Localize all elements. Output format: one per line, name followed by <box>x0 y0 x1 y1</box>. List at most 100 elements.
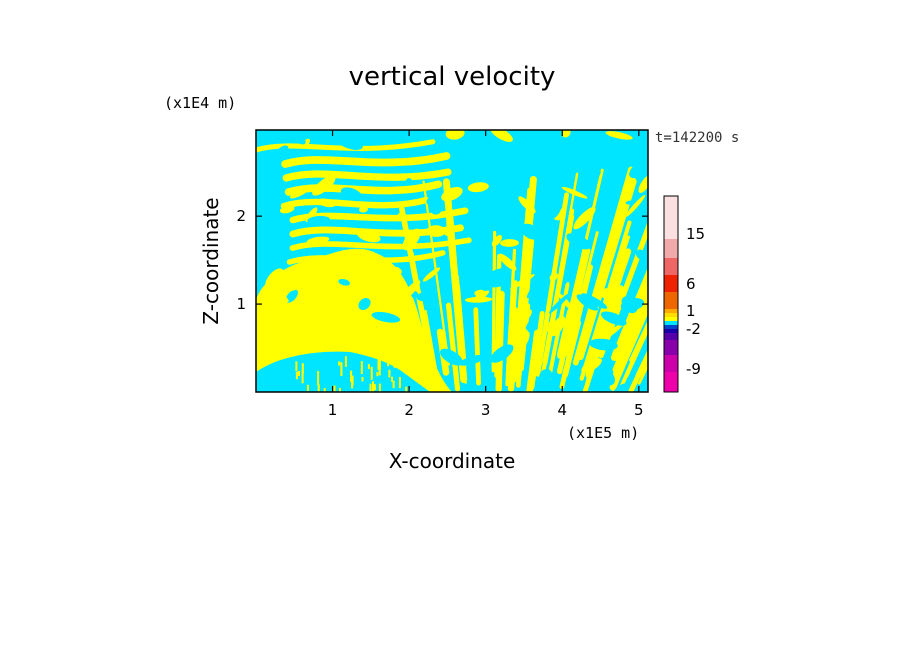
field-blob <box>600 288 613 299</box>
field-blob <box>546 200 562 220</box>
field-blob <box>549 272 559 281</box>
field-blob <box>601 369 615 386</box>
field-speckle <box>392 380 395 389</box>
field-blob <box>265 268 284 290</box>
y-axis: 12 <box>236 207 648 313</box>
field-blob <box>338 278 351 286</box>
field-blob <box>274 261 284 269</box>
field-blob <box>581 293 608 309</box>
field-blob <box>275 145 289 156</box>
colorbar-frame <box>663 195 679 393</box>
field-blob <box>490 344 514 363</box>
field-blob <box>475 293 485 299</box>
field-streak <box>424 310 439 377</box>
field-speckle <box>350 370 353 382</box>
field-blob <box>364 132 388 143</box>
colorbar-swatch <box>664 275 678 292</box>
field-blob <box>317 198 337 208</box>
field-blob <box>422 267 441 282</box>
field-blob <box>467 182 489 193</box>
field-blob <box>426 197 436 207</box>
field-speckle <box>398 377 401 389</box>
field-blob <box>441 186 463 202</box>
x-tick-label: 2 <box>404 401 414 419</box>
field-blob <box>513 132 533 152</box>
field-blob <box>358 297 371 311</box>
field-blob <box>279 205 295 214</box>
field-blob <box>638 174 648 193</box>
field-speckle <box>378 358 381 370</box>
field-speckle <box>372 384 375 392</box>
field-streak <box>495 290 505 392</box>
field-speckle <box>371 388 374 392</box>
field-blob <box>625 194 646 218</box>
field-blob <box>395 211 404 220</box>
field-blob <box>306 236 330 245</box>
field-blob <box>271 320 285 335</box>
colorbar-swatch <box>664 313 678 317</box>
field-blob <box>300 138 311 149</box>
field-streak <box>450 213 467 384</box>
field-streak <box>491 230 497 373</box>
chart-title: vertical velocity <box>349 62 556 92</box>
time-label: t=142200 s <box>655 130 739 146</box>
colorbar-swatch <box>664 239 678 258</box>
field-streak <box>598 220 648 359</box>
field-streak <box>576 177 637 361</box>
field-speckle <box>378 383 381 392</box>
field-speckle <box>393 358 396 368</box>
field-speckle <box>387 355 390 367</box>
field-blob <box>605 131 633 140</box>
field-speckle <box>338 361 341 366</box>
field-blob <box>285 289 298 303</box>
field-blob <box>405 178 413 185</box>
colorbar-swatch <box>664 258 678 275</box>
field-blob <box>260 241 283 253</box>
x-axis: 1 2 3 4 5 <box>328 130 644 419</box>
colorbar-swatch <box>664 372 678 392</box>
field-blob <box>269 286 297 293</box>
field-speckle <box>367 364 370 369</box>
field-blob <box>626 141 634 149</box>
x-tick-label: 3 <box>481 401 491 419</box>
field-blob <box>267 188 278 193</box>
field-blob <box>601 322 625 341</box>
x-axis-label: X-coordinate <box>389 449 516 473</box>
field-blob <box>305 207 318 222</box>
field-blob <box>521 223 541 240</box>
x-tick-label: 4 <box>557 401 567 419</box>
field-speckle <box>391 376 394 382</box>
colorbar-tick-label: 1 <box>686 302 696 320</box>
field-blob <box>518 180 525 185</box>
velocity-field <box>256 130 648 392</box>
field-streak <box>572 166 634 366</box>
field-streak <box>629 319 648 363</box>
field-blob <box>547 172 573 185</box>
field-blob <box>285 130 306 145</box>
field-blob <box>629 162 645 178</box>
plot-frame <box>255 129 649 393</box>
field-blob <box>625 200 637 205</box>
field-blob <box>509 314 528 335</box>
field-speckle <box>333 385 336 392</box>
field-speckle <box>405 386 408 392</box>
field-blob <box>402 228 421 251</box>
field-blob <box>336 135 363 150</box>
field-speckle <box>373 384 376 391</box>
field-blob <box>539 369 553 382</box>
field-blob <box>443 226 453 237</box>
colorbar-swatch <box>664 325 678 329</box>
field-streak <box>281 152 451 168</box>
field-streak <box>542 214 575 366</box>
y-unit-label: (x1E4 m) <box>164 94 236 112</box>
field-blob <box>307 215 330 225</box>
colorbar-swatch <box>664 329 678 333</box>
field-blob <box>514 331 530 355</box>
y-tick-label: 1 <box>236 295 246 313</box>
field-streak <box>609 295 648 391</box>
field-blob <box>257 343 284 355</box>
field-blob <box>500 239 519 247</box>
field-blob <box>526 278 543 299</box>
field-speckle <box>360 361 363 374</box>
field-blob <box>373 290 400 303</box>
